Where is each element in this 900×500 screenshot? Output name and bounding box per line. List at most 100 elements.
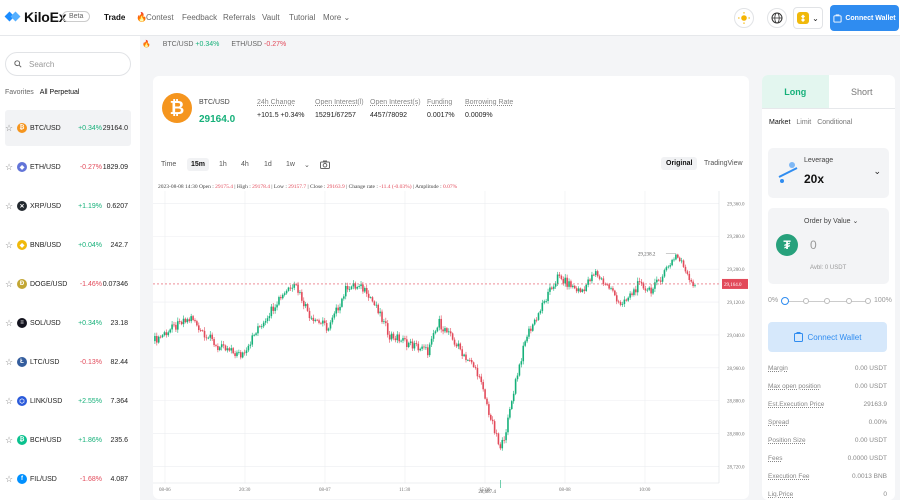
candle-body (615, 295, 618, 302)
candle-body (173, 324, 175, 326)
timeframe-15m[interactable]: 15m (187, 158, 210, 171)
candle-body (276, 304, 278, 308)
market-row[interactable]: ☆ ⬡ LINK/USD +2.55% 7.364 (5, 383, 131, 419)
star-icon[interactable]: ☆ (5, 122, 14, 133)
timeframe-time[interactable]: Time (161, 161, 177, 168)
search-input[interactable]: Search (5, 52, 131, 76)
candle-body (583, 289, 586, 291)
candle-body (291, 287, 294, 289)
candle-body (194, 320, 196, 322)
candle-body (631, 293, 633, 295)
ticker-item[interactable]: ETH/USD -0.27% (231, 41, 286, 48)
camera-icon[interactable] (320, 160, 330, 169)
theme-toggle-button[interactable] (734, 8, 754, 28)
candle-body (346, 285, 349, 290)
candle-body (497, 433, 500, 445)
candle-body (178, 321, 181, 323)
nav-tutorial[interactable]: Tutorial (289, 13, 316, 22)
candle-body (667, 266, 670, 268)
star-icon[interactable]: ☆ (5, 239, 14, 250)
amount-input[interactable]: 0 (810, 238, 817, 252)
slider-handle[interactable] (781, 297, 789, 305)
globe-icon (771, 12, 783, 24)
candle-body (301, 292, 303, 301)
market-row[interactable]: ☆ ◆ ETH/USD -0.27% 1829.09 (5, 149, 131, 185)
timeframe-1d[interactable]: 1d (264, 161, 272, 168)
candle-body (207, 337, 210, 339)
connect-wallet-button[interactable]: Connect Wallet (768, 322, 887, 352)
timeframe-4h[interactable]: 4h (241, 161, 249, 168)
star-icon[interactable]: ☆ (5, 356, 14, 367)
amount-slider[interactable]: 0% 100% (768, 296, 892, 308)
market-row[interactable]: ☆ f FIL/USD -1.68% 4.087 (5, 461, 131, 497)
star-icon[interactable]: ☆ (5, 200, 14, 211)
view-original[interactable]: Original (661, 157, 698, 170)
market-row[interactable]: ☆ Ð DOGE/USD -1.46% 0.07346 (5, 266, 131, 302)
candle-body (520, 361, 523, 365)
nav-contest[interactable]: Contest (146, 13, 174, 22)
network-select[interactable]: ⌄ (793, 7, 823, 29)
connect-wallet-button[interactable]: Connect Wallet (830, 5, 899, 31)
candle-body (337, 307, 339, 311)
nav-more[interactable]: More ⌄ (323, 13, 350, 22)
chevron-down-icon[interactable]: ⌄ (304, 162, 310, 169)
candle-body (360, 284, 362, 287)
star-icon[interactable]: ☆ (5, 278, 14, 289)
candle-body (199, 330, 202, 331)
tab-market[interactable]: Market (769, 119, 791, 126)
ticker-change: -0.27% (264, 40, 287, 48)
timeframe-1w[interactable]: 1w (286, 161, 295, 168)
candle-body (255, 333, 257, 335)
tab-favorites[interactable]: Favorites (5, 89, 34, 96)
nav-referrals[interactable]: Referrals (223, 13, 256, 22)
candle-body (449, 331, 452, 334)
candle-body (201, 330, 204, 332)
candle-body (610, 288, 612, 289)
market-row[interactable]: ☆ ₿ BCH/USD +1.86% 235.6 (5, 422, 131, 458)
ticker-item[interactable]: BTC/USD +0.34% (163, 41, 220, 48)
nav-vault[interactable]: Vault (262, 13, 280, 22)
candlestick-chart[interactable]: 29,360.0 29,280.0 29,200.0 29,120.0 29,040.0… (153, 191, 749, 499)
market-row[interactable]: ☆ ◆ BNB/USD +0.04% 242.7 (5, 227, 131, 263)
coin-icon: Ł (17, 357, 27, 367)
market-row[interactable]: ☆ ✕ XRP/USD +1.19% 0.6207 (5, 188, 131, 224)
timeframe-1h[interactable]: 1h (219, 161, 227, 168)
tab-all-perpetual[interactable]: All Perpetual (39, 89, 80, 96)
market-row[interactable]: ☆ ₿ BTC/USD +0.34% 29164.0 (5, 110, 131, 146)
view-tradingview[interactable]: TradingView (704, 160, 743, 167)
star-icon[interactable]: ☆ (5, 434, 14, 445)
language-button[interactable] (767, 8, 787, 28)
candle-body (627, 297, 630, 301)
leverage-selector[interactable]: Leverage 20x ⌄ (768, 148, 889, 198)
nav-trade[interactable]: Trade (104, 13, 126, 22)
candle-body (560, 275, 563, 279)
nav-feedback[interactable]: Feedback (182, 13, 218, 22)
bnb-chain-icon (797, 12, 810, 24)
tab-conditional[interactable]: Conditional (817, 119, 853, 126)
candle-body (606, 284, 609, 286)
tab-short[interactable]: Short (850, 86, 873, 97)
market-row[interactable]: ☆ Ł LTC/USD -0.13% 82.44 (5, 344, 131, 380)
logo[interactable]: KiloEx (4, 9, 67, 25)
star-icon[interactable]: ☆ (5, 473, 14, 484)
order-by-value-label: Order by Value (804, 218, 851, 225)
candle-body (585, 284, 588, 291)
stat-value: 4457/78092 (370, 112, 407, 119)
candle-body (461, 349, 463, 357)
star-icon[interactable]: ☆ (5, 317, 14, 328)
market-row[interactable]: ☆ ≡ SOL/USD +0.34% 23.18 (5, 305, 131, 341)
market-pair: XRP/USD (30, 202, 62, 210)
tab-long[interactable]: Long (762, 75, 829, 108)
info-label: Margin (768, 365, 788, 372)
star-icon[interactable]: ☆ (5, 161, 14, 172)
leverage-value: 20x (804, 172, 825, 186)
candle-body (293, 284, 296, 288)
candle-body (171, 324, 173, 330)
y-tick-label: 29,040.0 (727, 334, 745, 339)
tab-limit[interactable]: Limit (796, 119, 812, 126)
ohlc-low-label: Low (273, 184, 284, 190)
candle-body (427, 347, 429, 356)
chevron-down-icon: ⌄ (852, 218, 859, 225)
order-by-value-select[interactable]: Order by Value ⌄ (804, 217, 858, 225)
star-icon[interactable]: ☆ (5, 395, 14, 406)
